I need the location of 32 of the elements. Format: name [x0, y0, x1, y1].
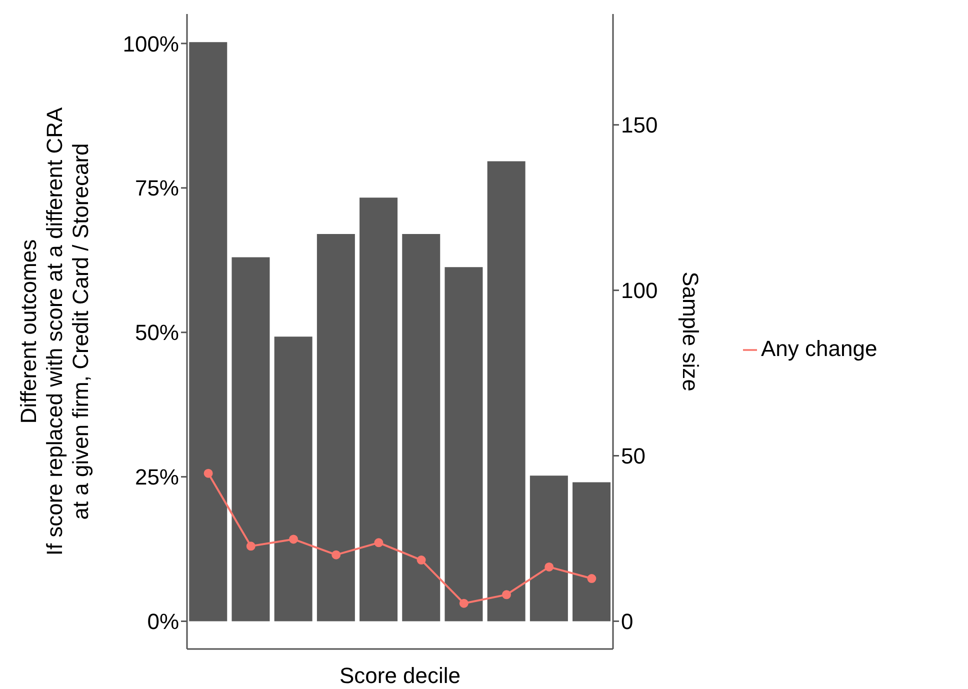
bar: [530, 476, 568, 622]
bar: [360, 198, 398, 622]
y-tick-label: 100%: [122, 31, 179, 56]
bar: [487, 161, 526, 622]
point: [502, 590, 511, 600]
x-axis-title: Score decile: [339, 663, 461, 688]
point: [544, 562, 554, 572]
bar: [572, 482, 611, 622]
point: [332, 550, 341, 560]
y2-tick-label: 0: [621, 609, 634, 634]
point: [587, 574, 596, 584]
y2-tick-label: 50: [621, 444, 646, 469]
y2-tick-label: 100: [621, 278, 658, 304]
point: [416, 556, 426, 565]
point: [204, 468, 213, 478]
bar: [444, 267, 483, 622]
y2-tick-label: 150: [621, 112, 658, 138]
y-tick-label: 25%: [134, 464, 179, 490]
bar: [402, 234, 440, 622]
y2-axis-title: Sample size: [678, 272, 703, 392]
point: [374, 538, 384, 548]
y-tick-label: 50%: [134, 320, 179, 346]
point: [289, 534, 298, 544]
legend-label: Any change: [761, 336, 878, 360]
bar: [316, 234, 355, 622]
bar: [232, 257, 270, 622]
y-tick-label: 0%: [147, 609, 179, 634]
point: [459, 598, 468, 608]
bar: [274, 336, 312, 622]
y-axis-title: Different outcomes If score replaced with score at a different CRA at a given firm, Credit Card / Storecard: [16, 106, 93, 556]
y-tick-label: 75%: [134, 176, 179, 201]
point: [246, 542, 256, 551]
